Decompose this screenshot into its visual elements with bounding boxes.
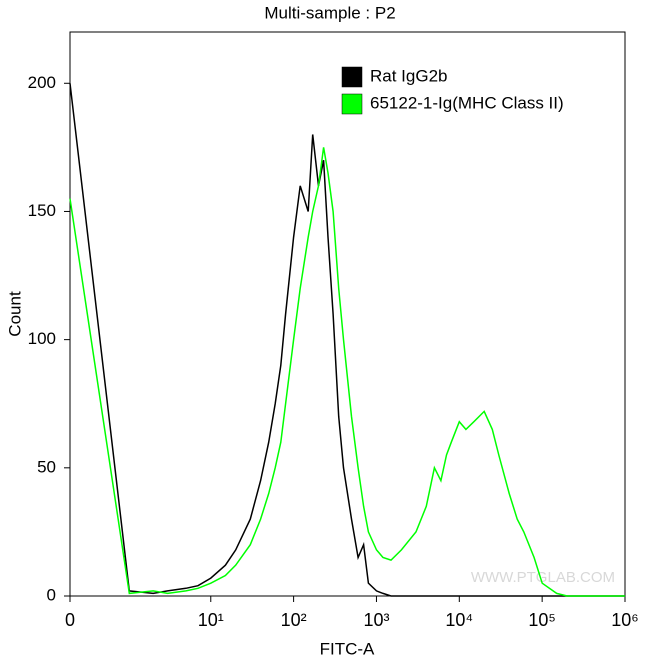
legend-label: 65122-1-Ig(MHC Class II) — [370, 93, 564, 112]
x-tick-label: 10⁴ — [445, 610, 473, 630]
y-tick-label: 200 — [28, 73, 56, 92]
x-tick-label: 10⁶ — [611, 610, 638, 630]
legend-swatch — [341, 66, 363, 88]
chart-title: Multi-sample : P2 — [264, 3, 395, 22]
y-tick-label: 100 — [28, 329, 56, 348]
x-tick-label: 10² — [281, 610, 307, 630]
plot-frame — [69, 31, 626, 597]
x-axis-label: FITC-A — [320, 639, 375, 658]
watermark: WWW.PTGLAB.COM — [471, 569, 615, 586]
x-tick-label: 10¹ — [198, 610, 224, 630]
x-tick-label: 10⁵ — [528, 610, 555, 630]
y-axis-label: Count — [5, 291, 24, 337]
y-tick-label: 0 — [47, 585, 56, 604]
series-line — [69, 83, 625, 597]
legend-label: Rat IgG2b — [370, 66, 448, 85]
legend-swatch — [341, 93, 363, 115]
y-tick-label: 50 — [37, 457, 56, 476]
x-tick-label: 10³ — [363, 610, 389, 630]
y-tick-label: 150 — [28, 201, 56, 220]
x-tick-label: 0 — [65, 610, 75, 630]
series-line — [69, 147, 625, 597]
